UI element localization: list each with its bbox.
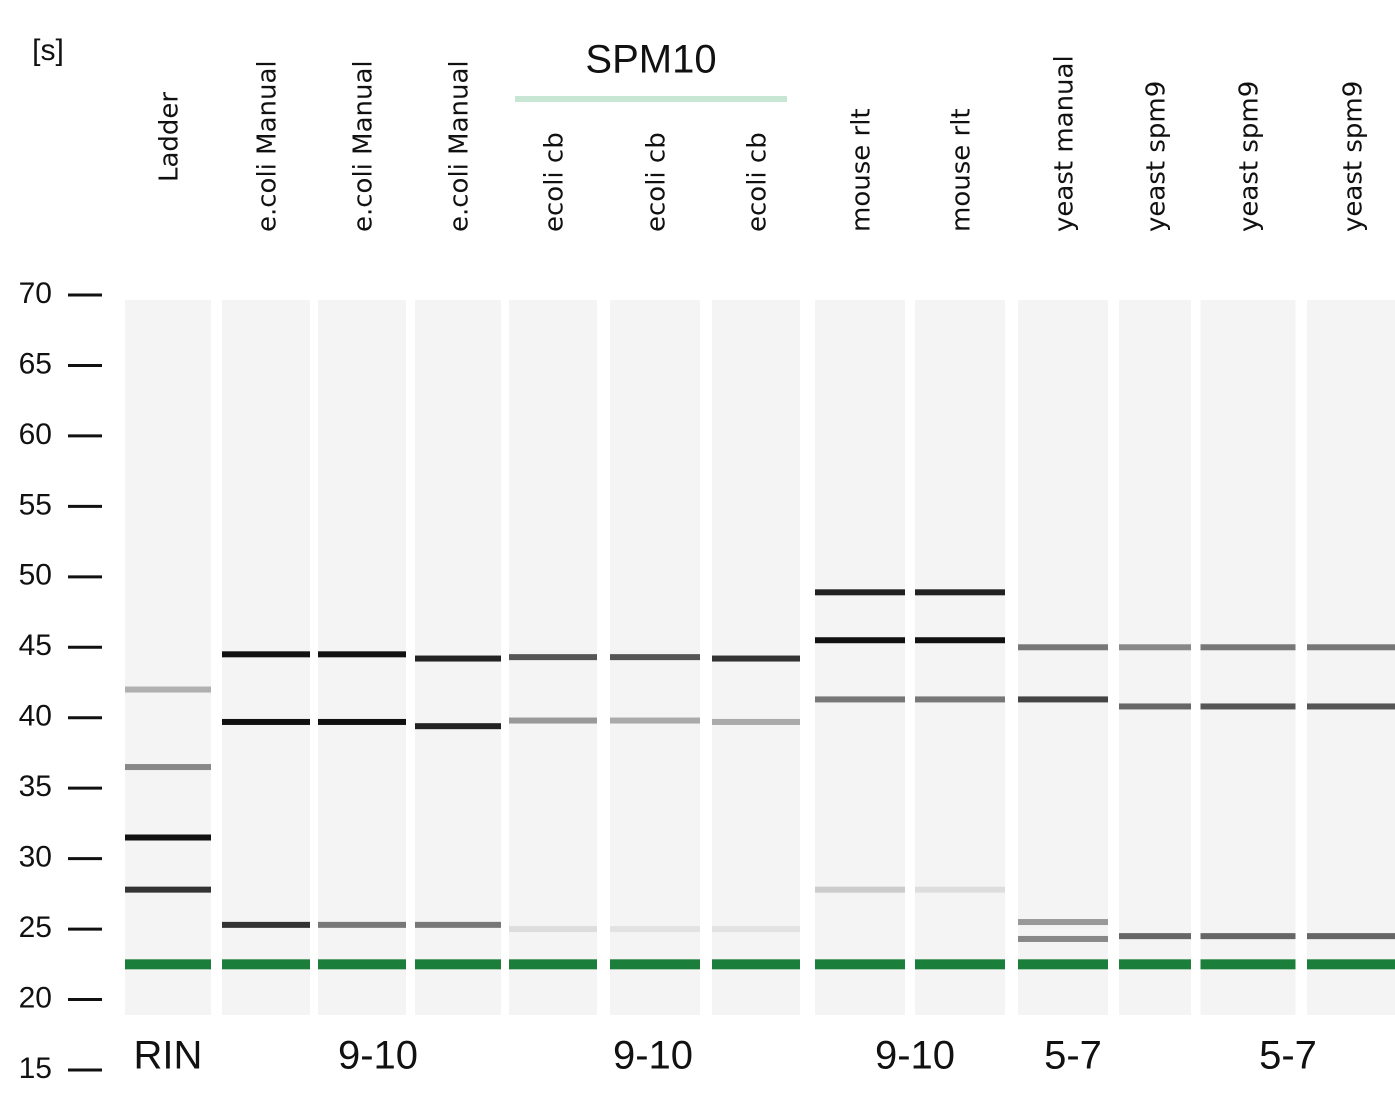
lane (1307, 300, 1395, 1015)
y-tick-label: 30 (19, 841, 52, 874)
band (712, 718, 800, 725)
band (1018, 696, 1108, 703)
band (125, 886, 211, 893)
rin-label: RIN (134, 1034, 203, 1078)
band (712, 655, 800, 662)
y-tick-label: 15 (19, 1052, 52, 1085)
group-label: SPM10 (585, 38, 716, 82)
band (915, 886, 1005, 893)
marker-band (1307, 959, 1395, 970)
band (222, 651, 310, 658)
band (915, 637, 1005, 644)
lane (318, 300, 406, 1015)
lane (1119, 300, 1191, 1015)
band (415, 921, 501, 928)
y-tick-label: 60 (19, 418, 52, 451)
band (1018, 919, 1108, 926)
lane-label: ecoli cb (743, 132, 773, 232)
band (318, 718, 406, 725)
lane (1200, 300, 1296, 1015)
lane (815, 300, 905, 1015)
band (318, 921, 406, 928)
lane (125, 300, 211, 1015)
band (1119, 644, 1191, 651)
marker-band (815, 959, 905, 970)
marker-band (415, 959, 501, 970)
marker-band (222, 959, 310, 970)
y-tick-label: 45 (19, 629, 52, 662)
band (915, 589, 1005, 596)
lane-label: yeast spm9 (1235, 81, 1265, 232)
y-tick-label: 70 (19, 277, 52, 310)
marker-band (125, 959, 211, 970)
band (509, 926, 597, 933)
band (125, 764, 211, 771)
marker-band (610, 959, 700, 970)
lane-label: ecoli cb (540, 132, 570, 232)
axis-unit: [s] (32, 34, 64, 67)
rin-value: 9-10 (338, 1034, 418, 1078)
band (125, 686, 211, 693)
marker-band (509, 959, 597, 970)
band (1119, 703, 1191, 710)
band (815, 637, 905, 644)
marker-band (1200, 959, 1296, 970)
band (610, 926, 700, 933)
band (1119, 933, 1191, 940)
y-tick-label: 65 (19, 347, 52, 380)
marker-band (1119, 959, 1191, 970)
lane-label: yeast spm9 (1142, 81, 1172, 232)
lane (1018, 300, 1108, 1015)
band (1307, 933, 1395, 940)
band (222, 921, 310, 928)
band (815, 696, 905, 703)
band (1200, 703, 1296, 710)
band (1200, 644, 1296, 651)
y-tick-label: 35 (19, 770, 52, 803)
rin-value: 5-7 (1259, 1034, 1317, 1078)
lane-label: yeast manual (1050, 55, 1080, 232)
lane-label: e.coli Manual (349, 60, 379, 232)
band (712, 926, 800, 933)
rin-value: 9-10 (613, 1034, 693, 1078)
y-tick-label: 55 (19, 488, 52, 521)
marker-band (915, 959, 1005, 970)
band (125, 834, 211, 841)
band (509, 717, 597, 724)
band (1018, 935, 1108, 942)
lane-label: Ladder (155, 92, 185, 182)
rin-value: 9-10 (875, 1034, 955, 1078)
band (915, 696, 1005, 703)
lane-label: e.coli Manual (253, 60, 283, 232)
band (415, 723, 501, 730)
lane-label: mouse rlt (847, 108, 877, 232)
band (610, 654, 700, 661)
band (1018, 644, 1108, 651)
lane-label: mouse rlt (947, 108, 977, 232)
marker-band (318, 959, 406, 970)
band (318, 651, 406, 658)
y-tick-label: 25 (19, 911, 52, 944)
band (1307, 644, 1395, 651)
band (1200, 933, 1296, 940)
band (415, 655, 501, 662)
band (815, 886, 905, 893)
band (610, 717, 700, 724)
band (509, 654, 597, 661)
y-tick-label: 40 (19, 700, 52, 733)
band (222, 718, 310, 725)
lane-label: ecoli cb (642, 132, 672, 232)
y-tick-label: 20 (19, 981, 52, 1014)
lane (915, 300, 1005, 1015)
marker-band (712, 959, 800, 970)
y-tick-label: 50 (19, 559, 52, 592)
lane-label: yeast spm9 (1339, 81, 1369, 232)
band (1307, 703, 1395, 710)
lane-label: e.coli Manual (445, 60, 475, 232)
band (815, 589, 905, 596)
rin-value: 5-7 (1044, 1034, 1102, 1078)
marker-band (1018, 959, 1108, 970)
lane (222, 300, 310, 1015)
